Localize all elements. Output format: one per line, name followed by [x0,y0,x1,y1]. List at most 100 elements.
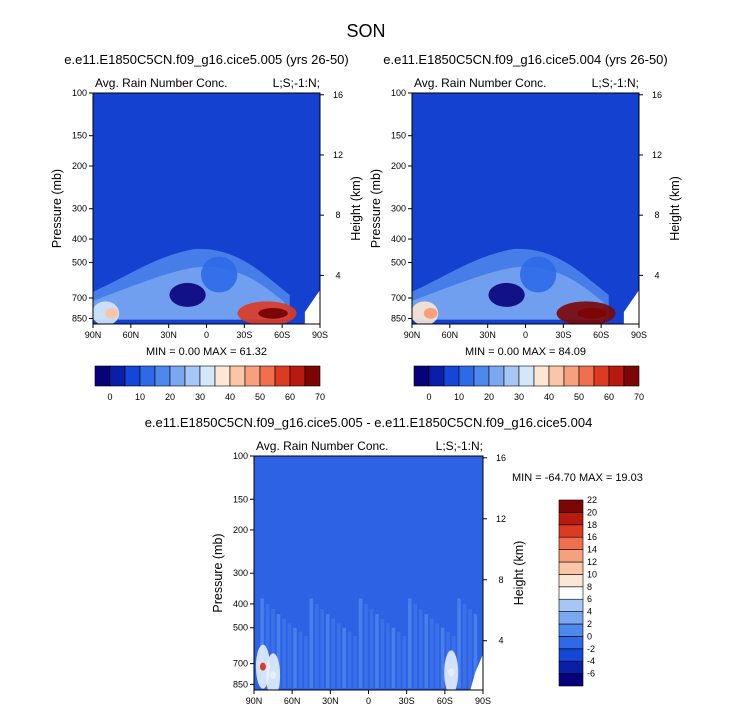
diff-streak [315,603,319,689]
colorbar-swatch [413,365,430,387]
diff-streak [402,635,407,689]
colorbar-swatch [558,561,584,575]
colorbar-swatch [169,365,186,387]
x-tick-label: 0 [523,330,528,340]
x-tick-label: 30S [236,330,252,340]
rain-peak [258,307,288,319]
y-tick-label: 500 [72,258,87,268]
colorbar-swatch [578,365,595,387]
diff-streak [271,609,275,689]
colorbar-swatch [488,365,505,387]
y-tick-label: 850 [72,313,87,323]
rain-peak [577,307,607,319]
colorbar-swatch [199,365,216,387]
diff-streak [462,603,467,689]
y-tick-label: 100 [391,88,406,98]
colorbar: 0 10 20 30 40 50 60 70 [94,365,325,402]
x-tick-label: 60N [284,696,301,706]
colorbar-swatch [458,365,475,387]
colorbar-label: 10 [135,392,145,402]
diff-streak [429,618,434,689]
y2-axis-label: Height (km) [668,176,682,241]
x-tick-label: 0 [204,330,209,340]
heatmap-field [254,456,483,690]
colorbar-label: 12 [587,557,597,567]
heatmap-field [412,93,639,324]
colorbar-label: 0 [426,392,431,402]
colorbar-swatch [558,574,584,588]
colorbar-swatch [623,365,640,387]
colorbar-swatch [558,623,584,637]
diff-peak [270,671,277,680]
colorbar-swatch [518,365,535,387]
min-max-stats: MIN = -64.70 MAX = 19.03 [512,472,643,484]
colorbar-label: 10 [454,392,464,402]
panel-variable-label: Avg. Rain Number Conc. [256,439,389,453]
colorbar-swatch [563,365,580,387]
colorbar-swatch [533,365,550,387]
y-tick-label: 300 [72,204,87,214]
diff-streak [375,614,379,689]
x-tick-label: 90N [246,696,263,706]
diff-streak [358,598,363,689]
colorbar-label: 8 [587,582,592,592]
colorbar-label: 30 [514,392,524,402]
colorbar-swatch [558,586,584,600]
colorbar-swatch [109,365,126,387]
x-tick-label: 30S [399,696,415,706]
colorbar-swatch [558,636,584,650]
y-tick-label: 200 [391,161,406,171]
y-tick-label: 200 [233,525,248,535]
panel-units-label: L;S;-1:N; [592,76,639,90]
colorbar-label: 40 [225,392,235,402]
x-tick-label: 90N [404,330,421,340]
colorbar-swatch [304,365,321,387]
panel-title: e.e11.E1850C5CN.f09_g16.cice5.004 (yrs 2… [383,52,668,67]
colorbar-swatch [548,365,565,387]
colorbar-label: 70 [634,392,644,402]
colorbar-label: 60 [604,392,614,402]
diff-streak [473,614,478,689]
x-tick-label: 60S [274,330,290,340]
colorbar-swatch [428,365,445,387]
diff-streak [326,614,330,689]
colorbar-label: -6 [587,669,595,679]
x-tick-label: 60N [123,330,140,340]
y-tick-label: 100 [233,451,248,461]
y-tick-label: 700 [72,293,87,303]
colorbar-swatch [558,549,584,563]
colorbar-label: 6 [587,594,592,604]
y2-tick-label: 4 [654,270,659,280]
diff-streak [336,623,341,689]
colorbar-swatch [503,365,520,387]
colorbar-swatch [259,365,276,387]
colorbar-swatch [473,365,490,387]
y2-tick-label: 8 [335,210,340,220]
x-tick-label: 90S [631,330,647,340]
x-tick-label: 30N [479,330,496,340]
diff-streak [293,627,297,689]
colorbar-swatch [608,365,625,387]
colorbar-label: 0 [107,392,112,402]
colorbar-swatch [443,365,460,387]
y2-tick-label: 8 [498,575,503,585]
y-axis-label: Pressure (mb) [50,169,64,248]
y-tick-label: 150 [72,131,87,141]
colorbar-label: 40 [544,392,554,402]
colorbar-label: 14 [587,545,597,555]
y2-tick-label: 4 [335,270,340,280]
diff-streak [424,614,428,689]
colorbar-swatch [558,536,584,550]
colorbar-swatch [244,365,261,387]
y2-tick-label: 8 [654,210,659,220]
diff-streak [309,598,314,689]
y-tick-label: 300 [391,204,406,214]
y-tick-label: 500 [233,623,248,633]
diff-streak [364,603,368,689]
colorbar-swatch [289,365,306,387]
diff-streak [413,603,418,689]
diff-streak [380,618,385,689]
y-tick-label: 850 [391,313,406,323]
rain-peak [423,307,438,319]
x-tick-label: 60S [437,696,453,706]
